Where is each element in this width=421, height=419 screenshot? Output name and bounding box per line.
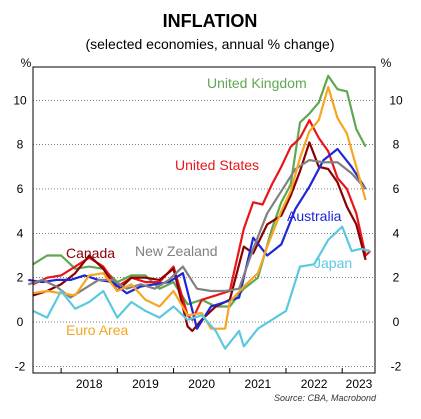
series-line-canada xyxy=(32,141,367,332)
y-tick-label-left: 2 xyxy=(17,271,24,285)
y-tick-label-left: -2 xyxy=(15,359,26,373)
y-tick-label-right: 6 xyxy=(393,182,400,196)
x-tick-label: 2022 xyxy=(301,377,328,391)
series-label-euro-area: Euro Area xyxy=(66,322,128,338)
x-tick-label: 2020 xyxy=(188,377,215,391)
series-line-united-kingdom xyxy=(32,74,367,308)
axis-labels: -2 -2 0 0 2 2 4 4 6 6 8 8 10 10 2018 2019 2020 2021 2022 20… xyxy=(13,93,403,391)
y-tick-label-left: 6 xyxy=(17,182,24,196)
series-lines xyxy=(27,74,372,350)
series-label-canada: Canada xyxy=(66,245,115,261)
series-label-australia: Australia xyxy=(287,208,342,224)
y-tick-label-right: -2 xyxy=(391,359,402,373)
x-tick-label: 2019 xyxy=(132,377,159,391)
series-line-japan xyxy=(32,225,371,350)
y-tick-label-right: 10 xyxy=(389,93,403,107)
y-tick-label-left: 10 xyxy=(13,93,27,107)
x-tick-label: 2021 xyxy=(245,377,272,391)
series-label-united-states: United States xyxy=(175,157,259,173)
x-tick-label: 2023 xyxy=(346,377,373,391)
plot-frame xyxy=(32,66,376,374)
series-label-united-kingdom: United Kingdom xyxy=(207,75,307,91)
series-labels: United Kingdom United States Canada Austral… xyxy=(66,75,352,338)
source-note: Source: CBA, Macrobond xyxy=(274,393,377,403)
y-tick-label-right: 8 xyxy=(393,138,400,152)
series-label-japan: Japan xyxy=(314,255,352,271)
x-tick-label: 2018 xyxy=(76,377,103,391)
chart-subtitle: (selected economies, annual % change) xyxy=(85,36,334,52)
series-line-australia xyxy=(28,147,367,330)
y-tick-label-left: 0 xyxy=(17,315,24,329)
series-label-new-zealand: New Zealand xyxy=(135,243,218,259)
y-tick-label-left: 8 xyxy=(17,138,24,152)
y-tick-label-right: 4 xyxy=(393,226,400,240)
series-line-euro-area xyxy=(32,85,367,330)
y-tick-label-right: 0 xyxy=(393,315,400,329)
series-line-new-zealand xyxy=(27,159,367,299)
y-tick-label-right: 2 xyxy=(393,271,400,285)
left-unit-label: % xyxy=(21,56,32,70)
chart-title: INFLATION xyxy=(163,11,258,31)
y-tick-label-left: 4 xyxy=(17,226,24,240)
right-unit-label: % xyxy=(381,56,392,70)
